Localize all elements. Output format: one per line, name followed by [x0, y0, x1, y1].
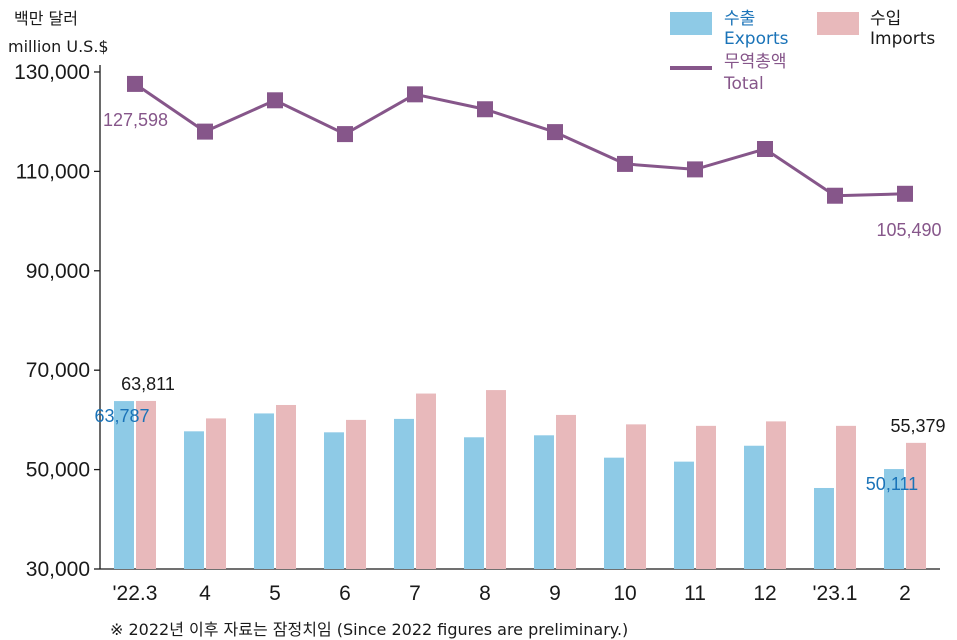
data-label: 127,598	[103, 110, 168, 130]
exports-bar	[814, 487, 834, 569]
imports-bar	[696, 425, 716, 569]
x-tick-label: 7	[409, 582, 421, 605]
legend-imports-swatch	[817, 12, 859, 35]
imports-bar	[136, 400, 156, 569]
imports-bar	[276, 404, 296, 569]
data-labels: 63,787 63,811 127,598 50,111 55,379 105,490	[94, 110, 945, 494]
legend-total-en: Total	[723, 74, 764, 94]
total-line-path	[134, 82, 906, 198]
exports-bar	[604, 457, 624, 569]
exports-bar	[114, 401, 134, 569]
footnote: ※ 2022년 이후 자료는 잠정치임 (Since 2022 figures …	[110, 620, 629, 639]
exports-bar	[254, 413, 274, 569]
imports-bar	[766, 421, 786, 569]
total-marker	[897, 185, 913, 202]
legend-exports-swatch	[670, 12, 712, 35]
x-tick-label: '22.3	[113, 582, 158, 605]
x-tick-label: 6	[339, 582, 351, 605]
imports-bar	[416, 393, 436, 569]
y-tick-label: 110,000	[16, 160, 90, 183]
data-label: 63,787	[94, 406, 149, 426]
x-axis: '22.3 4 5 6 7 8 9 10 11 12 '23.1 2	[100, 568, 940, 605]
data-label: 50,111	[866, 474, 918, 494]
x-tick-label: 10	[613, 582, 636, 605]
imports-bar	[836, 425, 856, 569]
x-tick-label: 4	[199, 582, 211, 605]
exports-bar	[884, 469, 904, 569]
imports-bar	[556, 414, 576, 569]
total-marker	[687, 161, 703, 178]
legend-imports-en: Imports	[870, 29, 935, 49]
total-marker	[337, 126, 353, 143]
unit-label-en: million U.S.$	[8, 37, 109, 56]
total-marker	[127, 75, 143, 92]
legend-total-ko: 무역총액	[724, 52, 787, 72]
data-label: 105,490	[876, 220, 941, 240]
exports-bar	[744, 445, 764, 569]
imports-bar	[626, 424, 646, 569]
total-marker	[827, 187, 843, 204]
data-label: 55,379	[890, 416, 945, 436]
x-tick-label: 2	[899, 582, 911, 605]
legend-imports-ko: 수입	[870, 9, 901, 29]
data-label: 63,811	[121, 374, 175, 394]
y-tick-label: 130,000	[14, 61, 90, 84]
x-tick-label: 12	[753, 582, 776, 605]
total-marker	[617, 155, 633, 172]
x-tick-label: 5	[269, 582, 281, 605]
y-tick-label: 70,000	[26, 359, 90, 382]
y-axis: 30,000 50,000 70,000 90,000 110,000 130,000	[14, 61, 101, 581]
x-tick-label: 9	[549, 582, 561, 605]
x-tick-label: 11	[684, 582, 706, 605]
imports-bar	[906, 442, 926, 569]
total-marker	[547, 124, 563, 141]
total-marker	[477, 101, 493, 118]
imports-bar	[486, 390, 506, 569]
total-marker	[407, 86, 423, 103]
imports-bar	[206, 418, 226, 569]
y-tick-label: 50,000	[26, 459, 90, 482]
exports-bar	[184, 431, 204, 569]
imports-bar	[346, 419, 366, 569]
unit-labels: 백만 달러 million U.S.$	[8, 9, 109, 56]
legend-exports-ko: 수출	[724, 9, 755, 29]
total-marker	[757, 141, 773, 158]
y-tick-label: 90,000	[26, 260, 90, 283]
exports-bar	[464, 437, 484, 569]
exports-bar	[324, 432, 344, 569]
y-tick-label: 30,000	[26, 558, 90, 581]
exports-bar	[674, 461, 694, 569]
total-marker	[197, 123, 213, 140]
unit-label-ko: 백만 달러	[14, 9, 78, 28]
x-tick-label: '23.1	[813, 582, 858, 605]
legend-exports-en: Exports	[724, 29, 789, 49]
total-marker	[267, 92, 283, 109]
total-line	[127, 75, 913, 204]
exports-bar	[534, 435, 554, 569]
x-tick-label: 8	[479, 582, 491, 605]
exports-bar	[394, 418, 414, 569]
bars	[114, 390, 926, 569]
